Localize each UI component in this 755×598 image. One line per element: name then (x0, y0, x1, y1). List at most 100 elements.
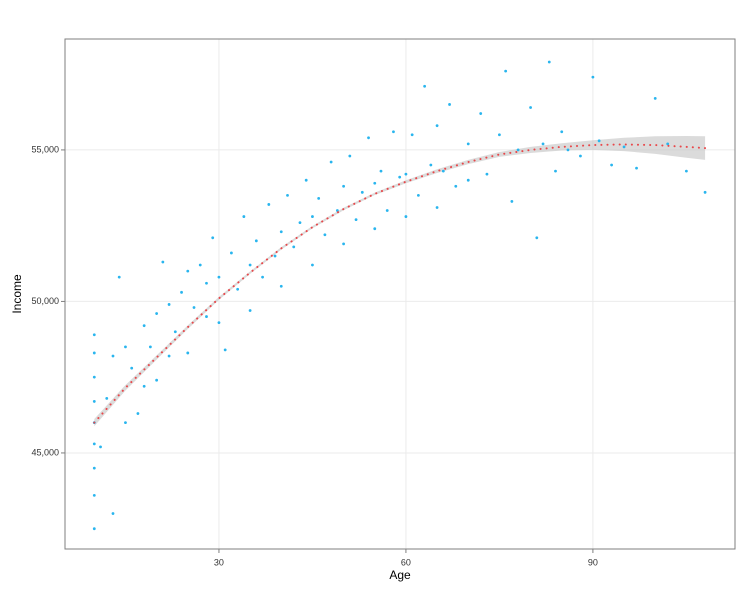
point (335, 209, 339, 212)
point (105, 396, 109, 400)
point (223, 348, 227, 352)
point (273, 254, 277, 258)
point (441, 169, 445, 173)
point (248, 263, 252, 267)
point (136, 412, 140, 415)
point (279, 284, 283, 288)
point (404, 172, 408, 176)
point (124, 421, 127, 425)
point (161, 260, 165, 264)
point (192, 306, 196, 309)
point (392, 130, 395, 134)
point (292, 245, 296, 249)
point (92, 493, 96, 497)
point (92, 375, 96, 379)
point (279, 230, 283, 234)
point (186, 351, 190, 355)
point (130, 366, 134, 370)
point (205, 281, 208, 285)
point (173, 330, 177, 334)
point (342, 242, 345, 246)
point (703, 190, 707, 194)
grid (65, 39, 735, 549)
point (230, 251, 233, 255)
point (198, 263, 202, 267)
point (354, 218, 358, 222)
point (99, 445, 102, 449)
point (373, 227, 377, 231)
point (454, 184, 458, 188)
point (404, 215, 408, 218)
point (167, 354, 171, 358)
overlay (93, 143, 707, 424)
y-tick-label: 50,000 (31, 296, 59, 306)
point (504, 69, 508, 73)
point (554, 169, 557, 173)
point (92, 333, 96, 337)
point (429, 163, 433, 167)
point (579, 154, 582, 158)
point (248, 309, 252, 312)
y-tick-label: 45,000 (31, 447, 59, 457)
point (217, 275, 221, 279)
point (311, 215, 314, 218)
point (155, 312, 159, 315)
panel-border (64, 38, 736, 550)
point (311, 263, 314, 267)
point (635, 166, 638, 170)
point (217, 321, 221, 325)
x-tick-label: 60 (401, 557, 411, 567)
point (416, 193, 420, 197)
point (529, 106, 532, 109)
point (379, 169, 383, 173)
point (148, 345, 152, 349)
point (286, 193, 289, 197)
point (92, 527, 96, 531)
point (466, 178, 470, 182)
smooth-line (93, 143, 707, 424)
point (547, 60, 551, 64)
point (111, 354, 115, 358)
point (142, 384, 146, 388)
point (304, 178, 308, 182)
point (186, 269, 190, 273)
point (560, 130, 564, 134)
point (205, 315, 208, 318)
point (117, 275, 121, 279)
point (329, 160, 333, 164)
point (124, 345, 127, 349)
point (367, 136, 370, 140)
point (448, 103, 451, 106)
point (597, 139, 601, 143)
point (410, 133, 414, 137)
point (242, 215, 246, 218)
point (466, 142, 470, 146)
point (323, 233, 327, 237)
point (535, 236, 539, 240)
point (510, 200, 514, 203)
point (261, 275, 264, 279)
point (485, 172, 489, 176)
point (317, 196, 321, 200)
point (236, 287, 240, 291)
x-tick-label: 30 (214, 557, 224, 567)
point (684, 169, 688, 173)
x-tick-label: 90 (588, 557, 598, 567)
point (398, 175, 402, 179)
point (591, 75, 595, 79)
point (373, 181, 377, 185)
point (435, 124, 439, 128)
point (566, 148, 570, 152)
point (211, 236, 215, 240)
point (92, 442, 96, 446)
point (254, 239, 258, 243)
point (298, 221, 302, 225)
point (498, 133, 501, 137)
point (435, 206, 439, 209)
point (342, 184, 345, 188)
point (360, 190, 364, 194)
point (167, 303, 171, 306)
point (92, 351, 96, 355)
point (622, 145, 626, 149)
